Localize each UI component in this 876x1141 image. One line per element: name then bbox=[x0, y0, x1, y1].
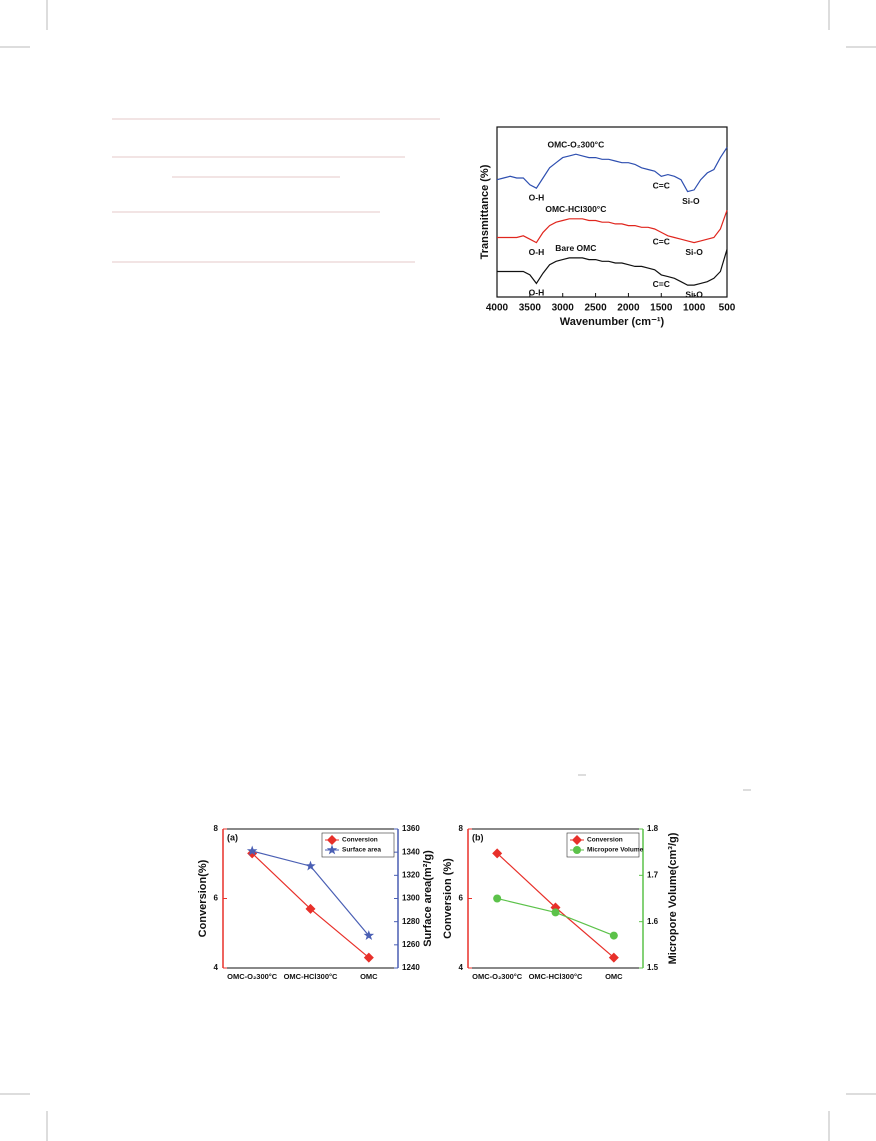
peak-label: C=C bbox=[653, 237, 670, 247]
y2-tick-label: 1260 bbox=[402, 940, 420, 949]
x-tick-label: OMC-HCl300°C bbox=[284, 972, 338, 981]
x-tick-label: 3000 bbox=[552, 303, 575, 314]
marker bbox=[551, 908, 560, 917]
plot-frame bbox=[496, 126, 728, 298]
x-tick-label: 2000 bbox=[617, 303, 640, 314]
y2-tick-label: 1360 bbox=[402, 824, 420, 833]
x-tick-label: 4000 bbox=[486, 303, 509, 314]
y2-tick-label: 1280 bbox=[402, 917, 420, 926]
marker bbox=[573, 846, 581, 854]
y2-tick-label: 1300 bbox=[402, 894, 420, 903]
y-axis-label: Conversion(%) bbox=[197, 859, 209, 937]
x-tick-label: 500 bbox=[719, 303, 736, 314]
series-label: OMC-O₂300°C bbox=[547, 139, 604, 149]
x-tick-label: 1500 bbox=[650, 303, 673, 314]
x-tick-label: OMC bbox=[360, 972, 378, 981]
series-label: OMC-HCl300°C bbox=[545, 204, 606, 214]
x-tick-label: 3500 bbox=[519, 303, 542, 314]
peak-label: C=C bbox=[653, 181, 670, 191]
x-tick-label: OMC-O₂300°C bbox=[227, 972, 278, 981]
peak-label: Si-O bbox=[685, 289, 703, 299]
y2-tick-label: 1.8 bbox=[647, 824, 659, 833]
legend-label: Conversion bbox=[587, 837, 623, 844]
panel-label: (b) bbox=[472, 832, 484, 842]
x-tick-label: 1000 bbox=[683, 303, 706, 314]
marker bbox=[363, 930, 375, 940]
y-axis-label: Conversion (%) bbox=[442, 858, 454, 939]
peak-label: Si-O bbox=[685, 247, 703, 257]
marker bbox=[493, 894, 502, 903]
y-axis-label: Transmittance (%) bbox=[479, 164, 491, 259]
marker bbox=[609, 931, 618, 940]
peak-label: Si-O bbox=[682, 196, 700, 206]
y2-tick-label: 1.6 bbox=[647, 917, 659, 926]
marker bbox=[326, 844, 338, 855]
y-tick-label: 6 bbox=[214, 894, 219, 903]
x-tick-label: OMC-HCl300°C bbox=[529, 972, 583, 981]
y2-tick-label: 1.5 bbox=[647, 963, 659, 972]
y2-tick-label: 1340 bbox=[402, 847, 420, 856]
peak-label: O-H bbox=[529, 192, 545, 202]
marker bbox=[363, 952, 374, 963]
marker bbox=[327, 835, 337, 845]
y-tick-label: 4 bbox=[459, 963, 464, 972]
x-tick-label: OMC bbox=[605, 972, 623, 981]
spectrum-line bbox=[496, 147, 728, 193]
marker bbox=[572, 835, 582, 845]
marker bbox=[246, 845, 258, 856]
marker bbox=[492, 848, 503, 859]
legend-label: Micropore Volume bbox=[587, 847, 644, 854]
spectrum-line bbox=[497, 210, 728, 244]
y-tick-label: 8 bbox=[214, 824, 219, 833]
x-tick-label: OMC-O₂300°C bbox=[472, 972, 523, 981]
series-label: Bare OMC bbox=[555, 243, 596, 253]
y2-axis-label: Surface area(m²/g) bbox=[422, 850, 434, 947]
y2-axis-label: Micropore Volume(cm³/g) bbox=[667, 832, 679, 964]
y-tick-label: 4 bbox=[214, 963, 219, 972]
spectrum-line bbox=[497, 249, 728, 286]
marker bbox=[305, 903, 316, 914]
marker bbox=[608, 952, 619, 963]
marker bbox=[305, 860, 316, 871]
legend-label: Conversion bbox=[342, 837, 378, 844]
x-axis-label: Wavenumber (cm⁻¹) bbox=[560, 316, 665, 328]
x-tick-label: 2500 bbox=[584, 303, 607, 314]
y2-tick-label: 1320 bbox=[402, 870, 420, 879]
peak-label: O-H bbox=[529, 288, 545, 298]
peak-label: O-H bbox=[529, 247, 545, 257]
y2-tick-label: 1.7 bbox=[647, 870, 659, 879]
legend-label: Surface area bbox=[342, 847, 381, 854]
y2-tick-label: 1240 bbox=[402, 963, 420, 972]
panel-label: (a) bbox=[227, 832, 238, 842]
y-tick-label: 6 bbox=[459, 894, 464, 903]
y-tick-label: 8 bbox=[459, 824, 464, 833]
peak-label: C=C bbox=[653, 279, 670, 289]
